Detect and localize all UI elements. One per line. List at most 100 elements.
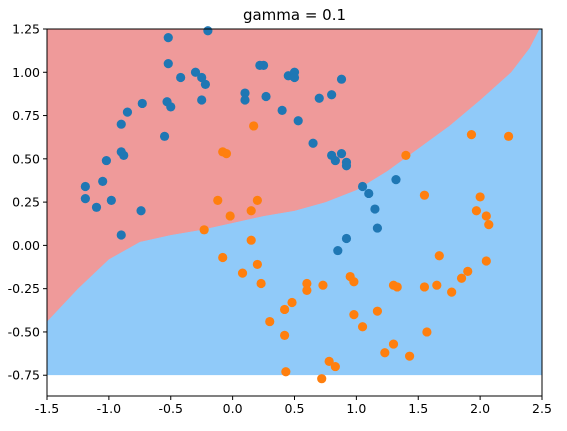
scatter-point-series-0 xyxy=(293,116,303,126)
scatter-point-series-0 xyxy=(163,33,173,43)
scatter-point-series-1 xyxy=(466,130,477,140)
scatter-point-series-1 xyxy=(432,280,442,290)
scatter-point-series-1 xyxy=(324,356,334,366)
scatter-point-series-1 xyxy=(221,149,232,159)
scatter-point-series-1 xyxy=(199,225,209,235)
scatter-point-series-1 xyxy=(484,220,494,230)
scatter-point-series-1 xyxy=(330,361,340,372)
scatter-point-series-1 xyxy=(404,351,415,361)
scatter-point-series-0 xyxy=(203,26,213,36)
scatter-point-series-1 xyxy=(280,330,290,341)
scatter-point-series-1 xyxy=(503,131,514,141)
x-tick-label: -0.5 xyxy=(159,401,183,416)
scatter-point-series-1 xyxy=(380,348,390,358)
scatter-point-series-1 xyxy=(252,259,262,270)
y-tick-label: 0.75 xyxy=(12,108,40,123)
scatter-point-series-1 xyxy=(246,235,256,245)
x-tick-label: 0.0 xyxy=(223,401,243,416)
scatter-point-series-0 xyxy=(308,138,318,148)
scatter-point-series-0 xyxy=(330,155,340,166)
y-tick-label: -0.25 xyxy=(8,281,40,296)
x-tick-label: 2.5 xyxy=(532,401,552,416)
scatter-point-series-0 xyxy=(314,93,324,103)
scatter-point-series-1 xyxy=(256,278,266,289)
scatter-point-series-1 xyxy=(481,211,491,221)
scatter-point-series-0 xyxy=(137,98,147,109)
scatter-point-series-0 xyxy=(200,79,210,89)
scatter-point-series-1 xyxy=(357,322,368,332)
x-tick-label: 0.5 xyxy=(285,401,305,416)
scatter-point-series-0 xyxy=(106,195,116,205)
scatter-point-series-1 xyxy=(246,206,256,216)
scatter-point-series-1 xyxy=(218,252,228,263)
scatter-point-series-1 xyxy=(213,195,223,205)
scatter-point-series-0 xyxy=(370,204,380,214)
scatter-point-series-1 xyxy=(401,150,411,160)
scatter-point-series-1 xyxy=(463,266,473,276)
x-tick-label: -1.0 xyxy=(97,401,121,416)
scatter-point-series-0 xyxy=(289,72,300,83)
chart-title: gamma = 0.1 xyxy=(243,6,346,24)
y-tick-label: -0.50 xyxy=(8,324,40,339)
y-tick-label: 1.25 xyxy=(12,22,40,37)
scatter-point-series-1 xyxy=(349,277,359,287)
scatter-point-series-0 xyxy=(176,72,186,83)
scatter-point-series-0 xyxy=(341,161,352,171)
scatter-point-series-1 xyxy=(475,192,485,202)
scatter-point-series-1 xyxy=(372,306,383,316)
scatter-point-series-0 xyxy=(116,230,126,240)
scatter-point-series-0 xyxy=(163,59,173,69)
scatter-point-series-1 xyxy=(349,310,359,320)
scatter-point-series-1 xyxy=(280,304,290,315)
scatter-point-series-0 xyxy=(336,149,347,159)
scatter-point-series-0 xyxy=(122,107,133,117)
scatter-point-series-1 xyxy=(287,297,297,308)
scatter-point-series-1 xyxy=(388,339,399,349)
scatter-point-series-0 xyxy=(357,181,368,192)
scatter-point-series-0 xyxy=(336,74,347,84)
scatter-point-series-1 xyxy=(481,256,491,266)
scatter-point-series-0 xyxy=(364,188,374,199)
scatter-point-series-0 xyxy=(197,95,207,105)
scatter-point-series-1 xyxy=(422,327,432,337)
scatter-point-series-1 xyxy=(419,282,430,292)
scatter-point-series-1 xyxy=(447,287,457,297)
x-tick-label: 1.0 xyxy=(346,401,366,416)
x-tick-label: 2.0 xyxy=(470,401,490,416)
scatter-point-series-0 xyxy=(91,202,102,212)
scatter-point-series-0 xyxy=(240,95,250,105)
scatter-point-series-0 xyxy=(258,60,269,70)
x-tick-label: 1.5 xyxy=(408,401,428,416)
scatter-point-series-1 xyxy=(419,190,430,200)
scatter-point-series-0 xyxy=(277,105,287,115)
y-tick-label: 0.25 xyxy=(12,195,40,210)
scatter-point-series-0 xyxy=(98,176,108,186)
y-tick-label: 0.50 xyxy=(12,151,40,166)
scatter-point-series-1 xyxy=(434,251,444,261)
scatter-point-series-0 xyxy=(197,72,207,83)
scatter-point-series-0 xyxy=(391,175,401,185)
y-tick-label: -0.75 xyxy=(8,368,40,383)
scatter-points xyxy=(80,26,514,384)
scatter-point-series-0 xyxy=(119,150,129,160)
scatter-point-series-0 xyxy=(101,155,111,166)
scatter-point-series-0 xyxy=(261,91,271,102)
scatter-point-series-1 xyxy=(318,280,328,290)
scatter-point-series-0 xyxy=(80,181,90,192)
scatter-point-series-0 xyxy=(80,194,90,204)
scatter-point-series-1 xyxy=(225,211,235,221)
y-tick-label: 1.00 xyxy=(12,65,40,80)
scatter-point-series-0 xyxy=(136,206,146,216)
scatter-point-series-1 xyxy=(302,278,312,289)
scatter-point-series-1 xyxy=(471,206,482,216)
scatter-point-series-1 xyxy=(237,268,248,278)
scatter-point-series-0 xyxy=(116,119,126,129)
x-axis: -1.5 -1.0 -0.5 0.0 0.5 1.0 1.5 2.0 2.5 xyxy=(35,396,552,416)
scatter-point-series-0 xyxy=(240,88,250,98)
scatter-point-series-0 xyxy=(341,233,352,244)
scatter-point-series-1 xyxy=(456,273,467,283)
scatter-point-series-0 xyxy=(159,131,170,141)
scatter-point-series-0 xyxy=(327,90,337,100)
x-tick-label: -1.5 xyxy=(35,401,59,416)
scatter-point-series-1 xyxy=(252,195,262,205)
